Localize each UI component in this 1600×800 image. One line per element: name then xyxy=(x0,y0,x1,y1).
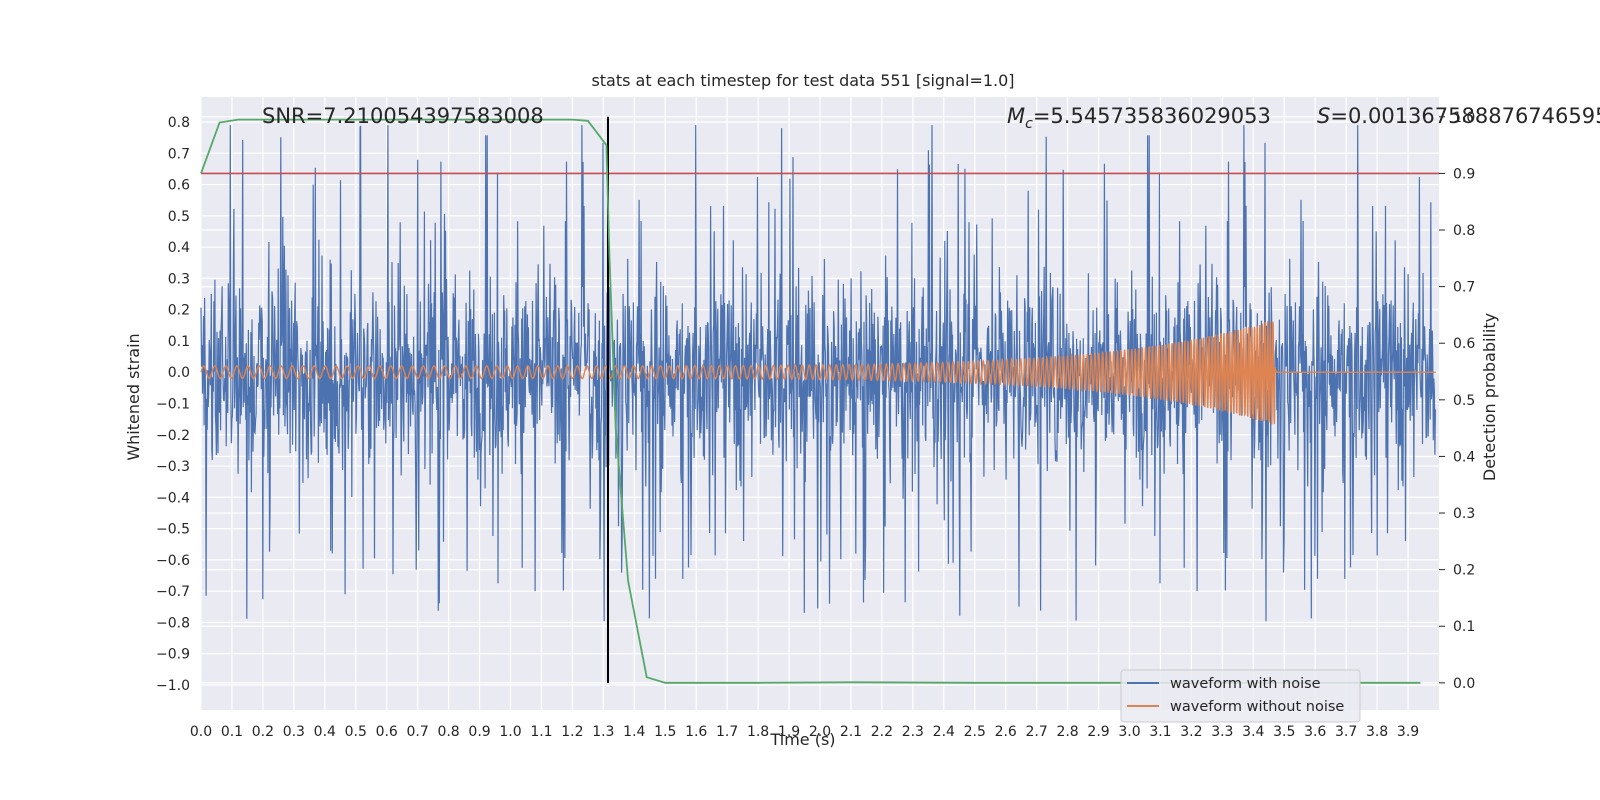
x-tick-label: 1.6 xyxy=(685,724,707,740)
legend: waveform with noise waveform without noi… xyxy=(1120,669,1361,723)
x-tick-label: 0.7 xyxy=(407,724,429,740)
y2-tick-label: 0.5 xyxy=(1453,393,1475,409)
y-tick-label: 0.4 xyxy=(168,240,190,256)
spin-symbol: S xyxy=(1317,104,1330,128)
y-tick-label: 0.1 xyxy=(168,334,190,350)
x-tick-label: 0.5 xyxy=(345,724,367,740)
y2-axis-ticks: 1.0 0.9 0.8 0.7 0.6 0.5 0.4 0.3 0.2 0.1 0.0 xyxy=(1439,110,1475,692)
x-axis-label: Time (s) xyxy=(769,730,835,749)
legend-label-clean: waveform without noise xyxy=(1170,699,1344,715)
x-tick-label: 0.9 xyxy=(468,724,490,740)
x-tick-label: 0.4 xyxy=(314,724,336,740)
x-tick-label: 1.8 xyxy=(747,724,769,740)
y-tick-label: −0.5 xyxy=(156,522,190,538)
y-axis-ticks: 0.8 0.7 0.6 0.5 0.4 0.3 0.2 0.1 0.0 −0.1 −0.2 −0.3 −… xyxy=(156,115,190,694)
x-tick-label: 3.9 xyxy=(1397,724,1419,740)
x-tick-label: 3.2 xyxy=(1180,724,1202,740)
y2-tick-label: 0.3 xyxy=(1453,506,1475,522)
y-tick-label: −0.2 xyxy=(156,428,190,444)
y-tick-label: 0.5 xyxy=(168,209,190,225)
legend-label-noisy: waveform with noise xyxy=(1170,676,1321,692)
x-tick-label: 0.2 xyxy=(252,724,274,740)
y2-tick-label: 0.8 xyxy=(1453,223,1475,239)
waveform-without-noise-series xyxy=(200,321,1436,425)
y-tick-label: −1.0 xyxy=(156,678,190,694)
y-tick-label: −0.8 xyxy=(156,615,190,631)
y-tick-label: 0.6 xyxy=(168,178,190,194)
x-tick-label: 3.3 xyxy=(1211,724,1233,740)
x-tick-label: 2.2 xyxy=(871,724,893,740)
x-tick-label: 3.5 xyxy=(1273,724,1295,740)
x-tick-label: 2.9 xyxy=(1087,724,1109,740)
x-tick-label: 1.3 xyxy=(592,724,614,740)
x-tick-label: 2.4 xyxy=(933,724,955,740)
x-tick-label: 2.6 xyxy=(995,724,1017,740)
x-tick-label: 0.3 xyxy=(283,724,305,740)
y-tick-label: −0.3 xyxy=(156,459,190,475)
x-tick-label: 1.0 xyxy=(499,724,521,740)
x-tick-label: 2.1 xyxy=(840,724,862,740)
detection-overlay xyxy=(200,116,1439,684)
y-tick-label: 0.3 xyxy=(168,271,190,287)
spin-value: =0.0013675888767465959 xyxy=(1330,104,1600,128)
y-tick-label: 0.7 xyxy=(168,146,190,162)
legend-box xyxy=(1120,669,1361,723)
y-tick-label: −0.9 xyxy=(156,647,190,663)
y-axis-label: Whitened strain xyxy=(124,333,143,460)
x-tick-label: 0.1 xyxy=(221,724,243,740)
y2-tick-label: 0.7 xyxy=(1453,280,1475,296)
x-tick-label: 3.8 xyxy=(1366,724,1388,740)
y-tick-label: −0.6 xyxy=(156,553,190,569)
snr-annotation: SNR=7.210054397583008 xyxy=(262,104,544,128)
y2-tick-label: 0.4 xyxy=(1453,449,1475,465)
x-tick-label: 1.4 xyxy=(623,724,645,740)
x-tick-label: 1.2 xyxy=(561,724,583,740)
x-tick-label: 3.6 xyxy=(1304,724,1326,740)
y2-tick-label: 0.1 xyxy=(1453,619,1475,635)
x-tick-label: 1.1 xyxy=(530,724,552,740)
x-tick-label: 2.7 xyxy=(1026,724,1048,740)
x-tick-label: 0.8 xyxy=(437,724,459,740)
x-tick-label: 3.7 xyxy=(1335,724,1357,740)
x-tick-label: 3.1 xyxy=(1149,724,1171,740)
spin-annotation: S=0.0013675888767465959 xyxy=(1317,104,1600,128)
chart-title: stats at each timestep for test data 551… xyxy=(591,71,1014,90)
y2-axis-label: Detection probability xyxy=(1480,313,1499,481)
x-tick-label: 1.5 xyxy=(654,724,676,740)
y2-tick-label: 0.6 xyxy=(1453,336,1475,352)
y-tick-label: −0.4 xyxy=(156,490,190,506)
y-tick-label: −0.7 xyxy=(156,584,190,600)
chirp-mass-subscript: c xyxy=(1025,116,1033,132)
x-tick-label: 0.6 xyxy=(376,724,398,740)
x-tick-label: 0.0 xyxy=(190,724,212,740)
y-tick-label: 0.2 xyxy=(168,303,190,319)
y2-tick-label: 0.2 xyxy=(1453,563,1475,579)
x-tick-label: 2.0 xyxy=(809,724,831,740)
x-tick-label: 3.4 xyxy=(1242,724,1264,740)
x-tick-label: 1.7 xyxy=(716,724,738,740)
y-tick-label: 0.8 xyxy=(168,115,190,131)
y2-tick-label: 1.0 xyxy=(1453,110,1475,126)
y2-tick-label: 0.9 xyxy=(1453,166,1475,182)
chirp-mass-annotation: Mc=5.545735836029053 xyxy=(1007,104,1271,132)
chirp-mass-value: =5.545735836029053 xyxy=(1033,104,1271,128)
x-tick-label: 2.3 xyxy=(902,724,924,740)
chirp-mass-symbol: M xyxy=(1007,104,1025,128)
y2-tick-label: 0.0 xyxy=(1453,676,1475,692)
y-tick-label: −0.1 xyxy=(156,397,190,413)
detection-probability-line xyxy=(200,118,1421,684)
x-tick-label: 1.9 xyxy=(778,724,800,740)
x-tick-label: 2.5 xyxy=(964,724,986,740)
y-tick-label: 0.0 xyxy=(168,365,190,381)
x-tick-label: 3.0 xyxy=(1118,724,1140,740)
x-tick-label: 2.8 xyxy=(1056,724,1078,740)
x-axis-ticks: 0.0 0.1 0.2 0.3 0.4 0.5 0.6 0.7 0.8 0.9 1.0 1.1 1.2 1… xyxy=(190,724,1419,740)
clean-waveform-line xyxy=(200,321,1436,425)
